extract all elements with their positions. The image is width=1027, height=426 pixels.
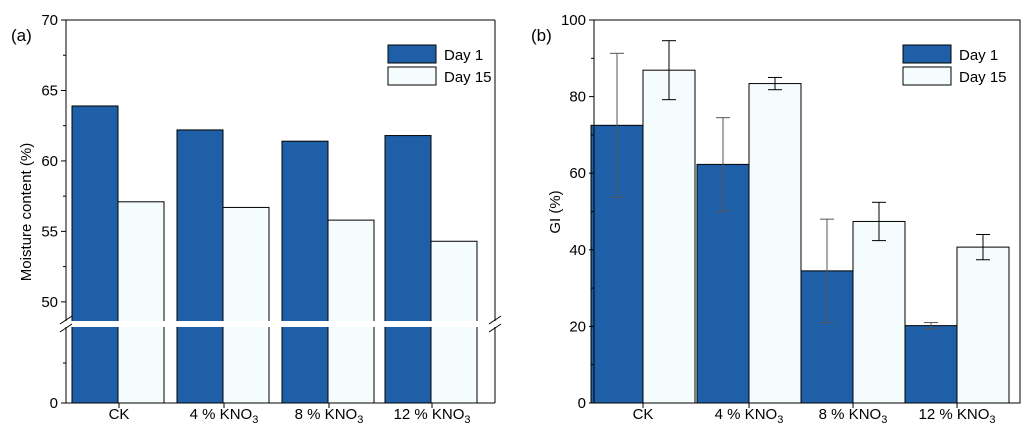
x-tick-label: 4 % KNO3 xyxy=(715,406,784,426)
legend-label-day15: Day 15 xyxy=(959,69,1007,86)
axis-break-mark-right xyxy=(488,315,502,325)
y-axis-title: GI (%) xyxy=(547,190,564,233)
y-tick-label: 20 xyxy=(569,318,586,335)
bar-day15 xyxy=(956,246,1010,404)
x-tick-label-subscript: 3 xyxy=(357,414,363,426)
y-axis-title: Moisture content (%) xyxy=(18,143,35,281)
x-tick-label-subscript: 3 xyxy=(777,414,783,426)
x-tick-label: CK xyxy=(633,406,654,423)
legend-swatch-day15 xyxy=(387,66,437,86)
x-tick-label-subscript: 3 xyxy=(252,414,258,426)
x-tick-label: 12 % KNO3 xyxy=(919,406,996,426)
bar-day1 xyxy=(384,135,432,404)
y-tick-label: 65 xyxy=(41,82,58,99)
bar-day1 xyxy=(71,105,119,404)
bar-day15 xyxy=(327,219,375,404)
x-tick-label-text: 4 % KNO xyxy=(190,406,253,423)
y-tick-label: 0 xyxy=(50,395,58,412)
y-tick-label: 55 xyxy=(41,223,58,240)
x-tick-label-subscript: 3 xyxy=(881,414,887,426)
x-tick-label-text: 12 % KNO xyxy=(394,406,465,423)
bar-day15 xyxy=(642,69,696,404)
x-tick-label: CK xyxy=(109,406,130,423)
axis-break-mark-right xyxy=(488,323,502,333)
bar-day15 xyxy=(852,220,906,404)
y-tick-label: 60 xyxy=(569,165,586,182)
x-tick-label: 4 % KNO3 xyxy=(190,406,259,426)
axis-break-mark-left xyxy=(59,323,73,333)
bar-day15 xyxy=(117,201,165,404)
x-tick-label-text: 12 % KNO xyxy=(919,406,990,423)
legend-swatch-day1 xyxy=(387,44,437,64)
bar-day15 xyxy=(748,83,802,404)
x-tick-label-subscript: 3 xyxy=(989,414,995,426)
legend-swatch-day1 xyxy=(902,44,952,64)
axis-break-mark-left xyxy=(59,315,73,325)
x-tick-label: 8 % KNO3 xyxy=(819,406,888,426)
axis-break-band xyxy=(54,321,507,327)
legend-label-day1: Day 1 xyxy=(444,47,483,64)
legend-label-day1: Day 1 xyxy=(959,47,998,64)
y-tick-label: 70 xyxy=(41,12,58,29)
x-tick-label-subscript: 3 xyxy=(464,414,470,426)
x-tick-label: 8 % KNO3 xyxy=(295,406,364,426)
y-tick-label: 0 xyxy=(578,395,586,412)
x-tick-label-text: CK xyxy=(633,406,654,423)
x-tick-label-text: 8 % KNO xyxy=(819,406,882,423)
x-tick-label-text: 4 % KNO xyxy=(715,406,778,423)
panel-label: (a) xyxy=(11,26,32,45)
legend-label-day15: Day 15 xyxy=(444,69,492,86)
y-tick-label: 100 xyxy=(561,12,586,29)
legend-swatch-day15 xyxy=(902,66,952,86)
bar-day1 xyxy=(176,129,224,404)
y-tick-label: 40 xyxy=(569,242,586,259)
x-tick-label-text: CK xyxy=(109,406,130,423)
y-tick-label: 50 xyxy=(41,294,58,311)
bar-day15 xyxy=(222,206,270,404)
x-tick-label: 12 % KNO3 xyxy=(394,406,471,426)
bar-day1 xyxy=(904,325,958,404)
y-tick-label: 80 xyxy=(569,89,586,106)
bar-day1 xyxy=(281,140,329,404)
x-tick-label-text: 8 % KNO xyxy=(295,406,358,423)
y-tick-label: 60 xyxy=(41,153,58,170)
panel-label: (b) xyxy=(531,26,552,45)
